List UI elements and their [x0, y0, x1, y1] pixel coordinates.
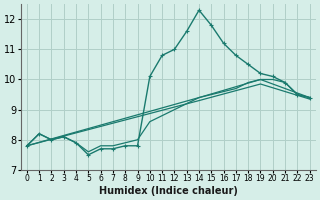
X-axis label: Humidex (Indice chaleur): Humidex (Indice chaleur) [99, 186, 238, 196]
